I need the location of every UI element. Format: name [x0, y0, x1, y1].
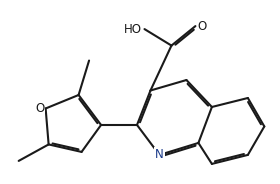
Text: O: O	[198, 20, 207, 33]
Text: N: N	[155, 148, 164, 161]
Text: O: O	[35, 102, 44, 115]
Text: HO: HO	[124, 23, 142, 36]
